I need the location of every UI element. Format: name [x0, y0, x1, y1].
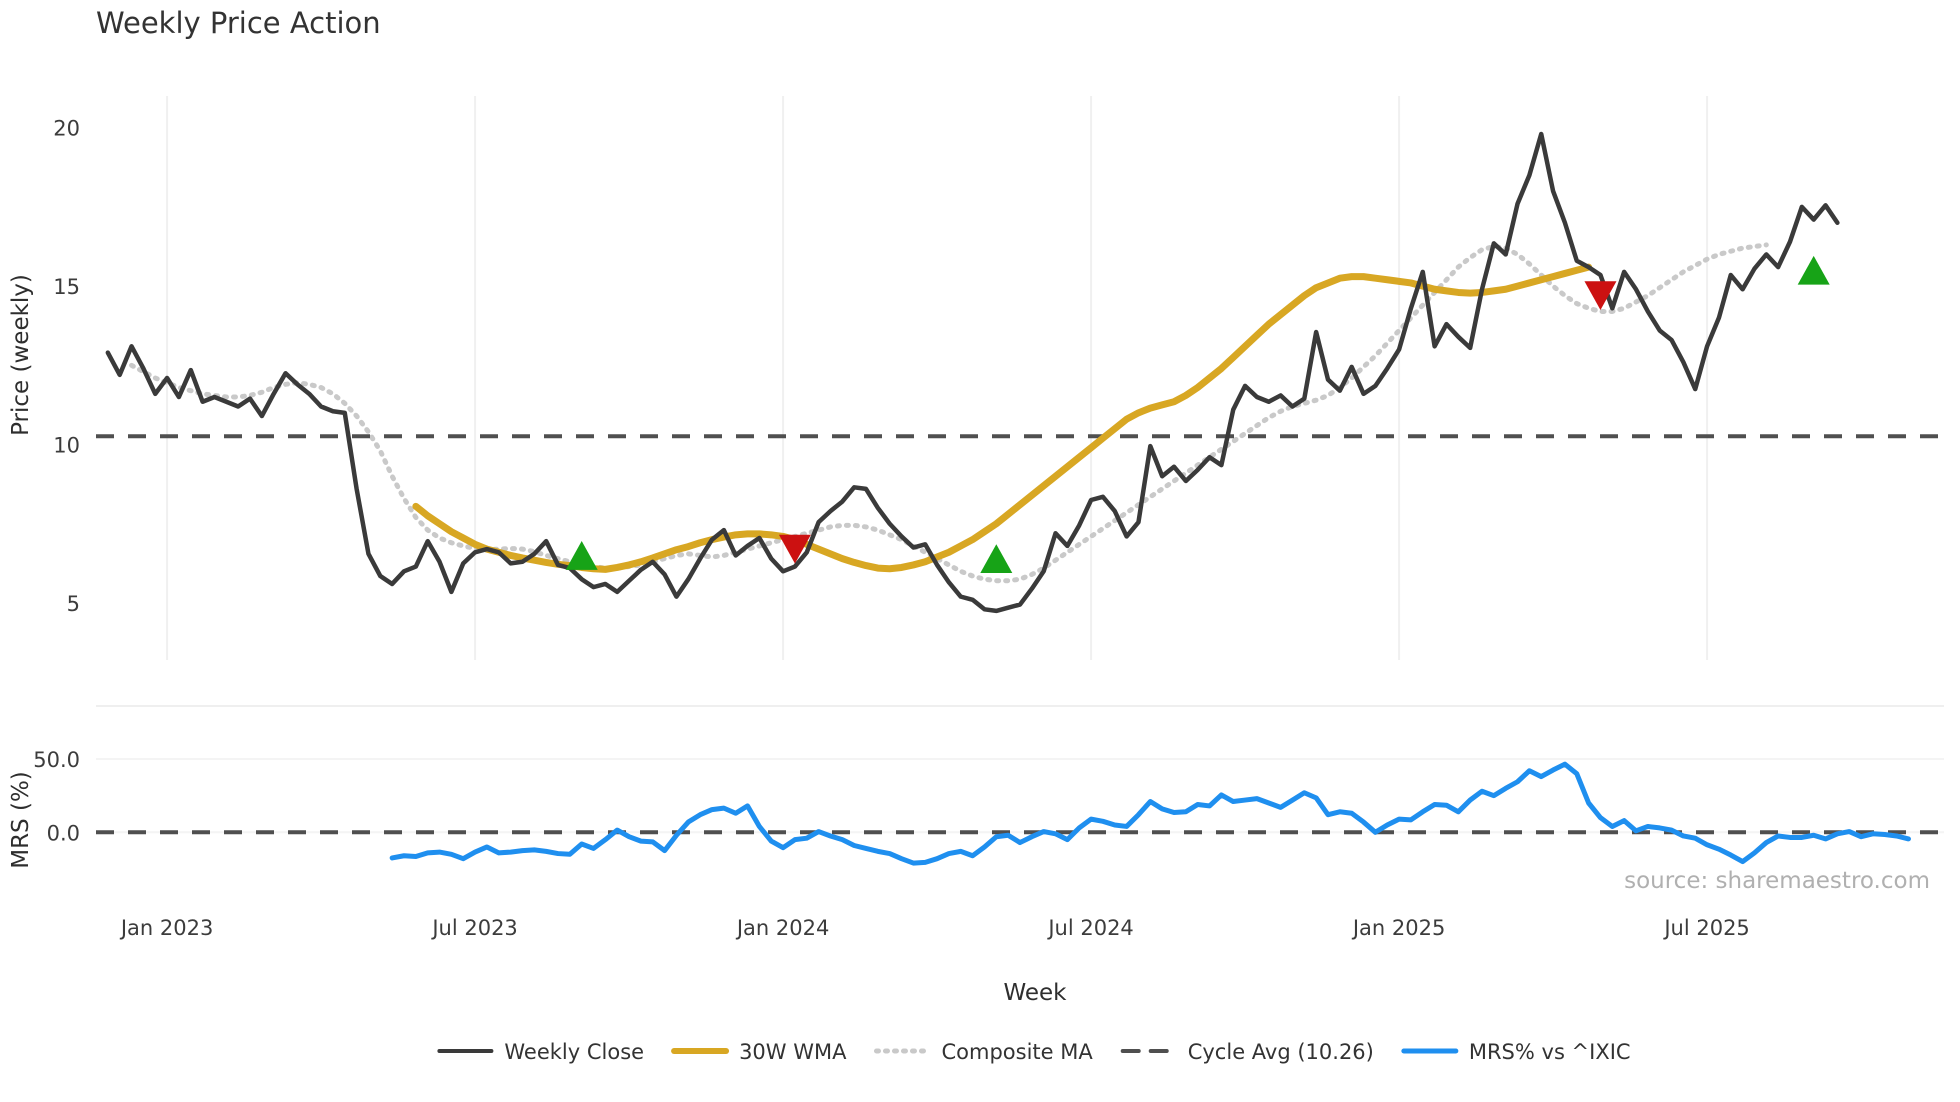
sell-signal-marker	[778, 534, 811, 564]
legend-label: MRS% vs ^IXIC	[1469, 1040, 1631, 1064]
legend-label: Weekly Close	[504, 1040, 644, 1064]
price-y-tick-label: 10	[53, 434, 80, 458]
x-axis-ticks: Jan 2023 Jul 2023 Jan 2024 Jul 2024 Jan 2025…	[119, 916, 1750, 940]
x-axis-tick-label: Jan 2024	[735, 916, 830, 940]
x-axis-tick-label: Jan 2023	[119, 916, 214, 940]
legend-item[interactable]: MRS% vs ^IXIC	[1401, 1040, 1631, 1064]
legend-label: Composite MA	[941, 1040, 1093, 1064]
buy-signal-marker	[980, 544, 1013, 573]
chart-title: Weekly Price Action	[96, 6, 381, 40]
legend-label: 30W WMA	[739, 1040, 847, 1064]
buy-signal-marker	[565, 541, 598, 570]
price-axis-label: Price (weekly)	[8, 274, 34, 436]
legend-item[interactable]: Composite MA	[873, 1040, 1093, 1064]
legend-item[interactable]: Cycle Avg (10.26)	[1120, 1040, 1374, 1064]
mrs-y-tick-label: 0.0	[47, 821, 80, 845]
mrs-series-group	[96, 761, 1944, 866]
price-series-group	[96, 131, 1944, 614]
mrs-axis-label: MRS (%)	[8, 771, 34, 869]
x-axis-label: Week	[1003, 980, 1067, 1006]
price-y-tick-label: 5	[67, 592, 80, 616]
price-y-tick-label: 15	[53, 275, 80, 299]
buy-signal-marker	[1797, 255, 1830, 285]
x-axis-tick-label: Jul 2025	[1662, 916, 1749, 940]
sell-signal-marker	[1584, 281, 1617, 311]
mrs-y-tick-label: 50.0	[33, 748, 80, 772]
signal-markers-group	[565, 255, 1830, 573]
x-axis-tick-label: Jul 2024	[1046, 916, 1133, 940]
x-axis-tick-label: Jul 2023	[430, 916, 517, 940]
legend-item[interactable]: 30W WMA	[671, 1040, 847, 1064]
legend-item[interactable]: Weekly Close	[437, 1040, 644, 1064]
mrs-y-ticks: 50.0 0.0	[33, 748, 80, 845]
source-watermark: source: sharemaestro.com	[1624, 868, 1930, 894]
price-y-tick-label: 20	[53, 117, 80, 141]
chart-legend: Weekly Close 30W WMA Composite MA Cycle Avg…	[437, 1040, 1631, 1064]
legend-label: Cycle Avg (10.26)	[1188, 1040, 1374, 1064]
x-axis-tick-label: Jan 2025	[1351, 916, 1446, 940]
price-panel-gridlines	[166, 96, 1709, 660]
price-y-ticks: 20 15 10 5	[53, 117, 80, 616]
